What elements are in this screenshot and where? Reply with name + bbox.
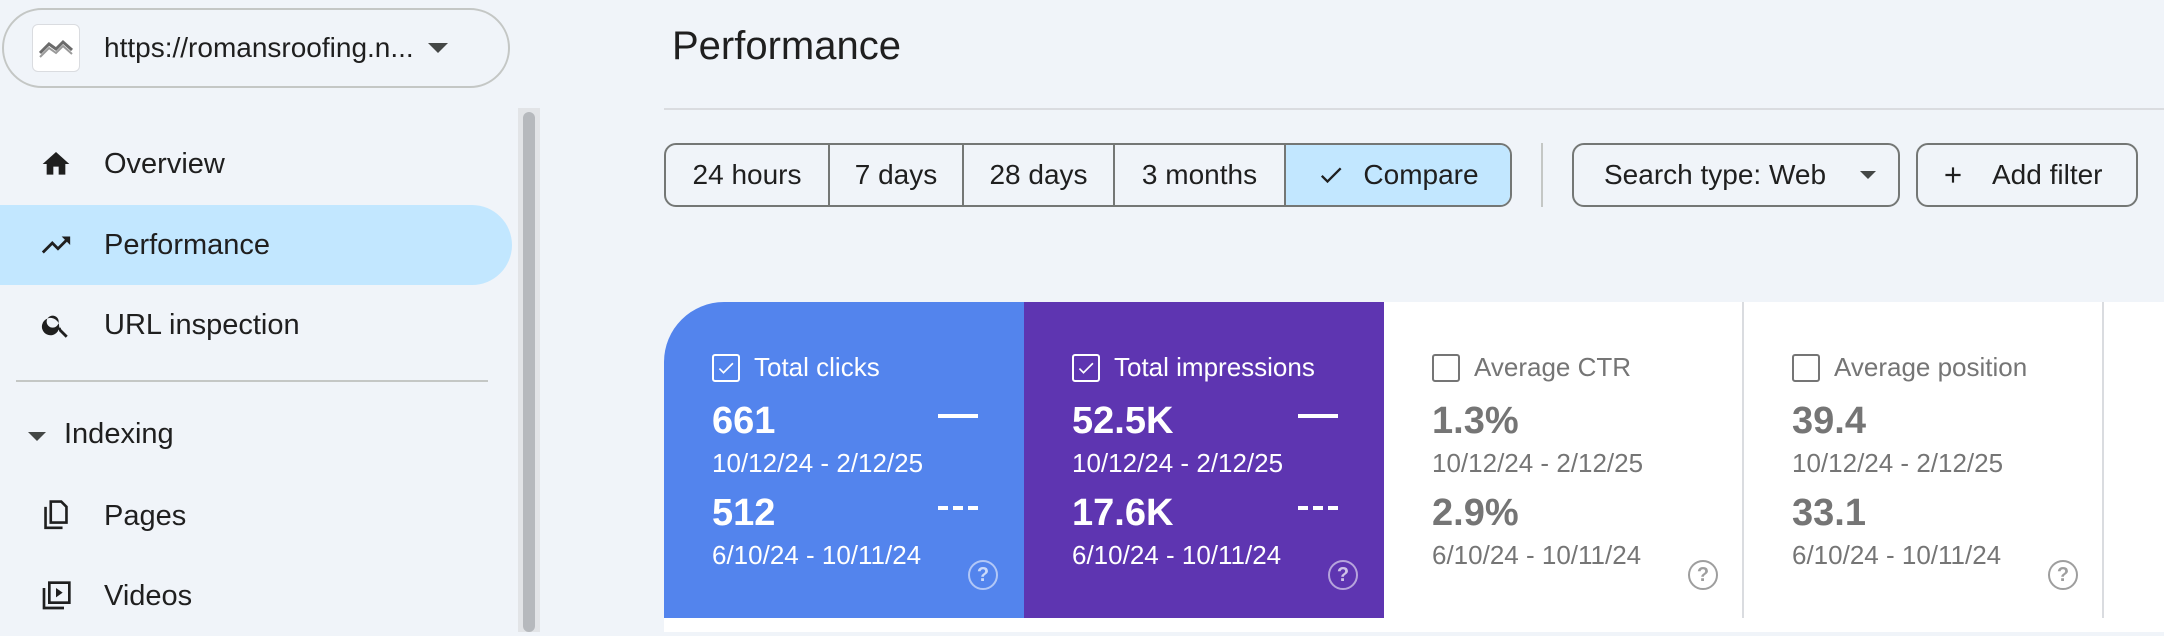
caret-down-icon xyxy=(28,432,46,441)
property-url: https://romansroofing.n... xyxy=(104,32,414,63)
checkbox-checked-icon[interactable] xyxy=(1072,354,1100,382)
date-range-24-hours[interactable]: 24 hours xyxy=(666,145,830,205)
section-label: Indexing xyxy=(64,418,174,450)
add-filter-button[interactable]: Add filter xyxy=(1916,143,2138,207)
checkbox-unchecked-icon[interactable] xyxy=(1792,354,1820,382)
metric-current-range: 10/12/24 - 2/12/25 xyxy=(1432,448,1644,478)
plus-icon xyxy=(1940,162,1966,188)
help-icon[interactable]: ? xyxy=(968,560,998,590)
sidebar-item-url-inspection[interactable]: URL inspection xyxy=(0,285,512,365)
metric-card-average-position[interactable]: Average position 39.4 10/12/24 - 2/12/25… xyxy=(1744,302,2104,618)
sidebar-item-label: URL inspection xyxy=(104,308,300,341)
sidebar-item-performance[interactable]: Performance xyxy=(0,205,512,285)
search-type-dropdown[interactable]: Search type: Web xyxy=(1572,143,1900,207)
metric-previous-range: 6/10/24 - 10/11/24 xyxy=(712,540,922,570)
legend-solid-line-icon xyxy=(1298,414,1338,418)
help-icon[interactable]: ? xyxy=(1328,560,1358,590)
date-range-7-days[interactable]: 7 days xyxy=(830,145,964,205)
metric-previous-value: 512 xyxy=(712,492,776,534)
video-icon xyxy=(38,578,74,614)
help-icon[interactable]: ? xyxy=(1688,560,1718,590)
metric-card-total-impressions[interactable]: Total impressions 52.5K 10/12/24 - 2/12/… xyxy=(1024,302,1384,618)
metric-current-value: 52.5K xyxy=(1072,400,1174,442)
date-range-3-months[interactable]: 3 months xyxy=(1115,145,1286,205)
date-range-selector: 24 hours 7 days 28 days 3 months Compare xyxy=(664,143,1512,207)
sidebar-item-label: Pages xyxy=(104,499,187,532)
metric-card-total-clicks[interactable]: Total clicks 661 10/12/24 - 2/12/25 512 … xyxy=(664,302,1024,618)
legend-dashed-line-icon xyxy=(938,506,978,510)
roof-icon xyxy=(32,24,80,72)
metric-previous-range: 6/10/24 - 10/11/24 xyxy=(1792,540,2002,570)
header-divider xyxy=(664,108,2164,110)
metric-previous-value: 2.9% xyxy=(1432,492,1519,534)
add-filter-label: Add filter xyxy=(1992,159,2103,190)
page-title: Performance xyxy=(672,24,901,68)
sidebar-item-overview[interactable]: Overview xyxy=(0,124,512,204)
sidebar-divider xyxy=(16,380,488,382)
pages-icon xyxy=(38,498,74,534)
checkbox-checked-icon[interactable] xyxy=(712,354,740,382)
trending-up-icon xyxy=(38,227,74,263)
property-selector[interactable]: https://romansroofing.n... xyxy=(2,8,510,88)
metric-current-range: 10/12/24 - 2/12/25 xyxy=(1792,448,2004,478)
metric-current-range: 10/12/24 - 2/12/25 xyxy=(712,448,924,478)
metric-label: Average CTR xyxy=(1474,352,1632,382)
metric-label: Total clicks xyxy=(754,352,880,382)
metric-previous-value: 33.1 xyxy=(1792,492,1866,534)
sidebar-item-label: Performance xyxy=(104,228,271,261)
legend-solid-line-icon xyxy=(938,414,978,418)
toolbar-divider xyxy=(1541,143,1543,207)
metric-current-range: 10/12/24 - 2/12/25 xyxy=(1072,448,1284,478)
metric-current-value: 661 xyxy=(712,400,776,442)
home-icon xyxy=(38,146,74,182)
metric-previous-value: 17.6K xyxy=(1072,492,1174,534)
date-range-28-days[interactable]: 28 days xyxy=(964,145,1115,205)
metric-current-value: 39.4 xyxy=(1792,400,1866,442)
chevron-down-icon xyxy=(427,43,448,53)
legend-dashed-line-icon xyxy=(1298,506,1338,510)
sidebar-item-videos[interactable]: Videos xyxy=(0,556,512,636)
date-range-compare[interactable]: Compare xyxy=(1286,145,1510,205)
metric-previous-range: 6/10/24 - 10/11/24 xyxy=(1072,540,1282,570)
metric-label: Average position xyxy=(1834,352,2028,382)
metric-label: Total impressions xyxy=(1114,352,1315,382)
sidebar-item-label: Overview xyxy=(104,147,225,180)
check-icon xyxy=(1317,161,1345,189)
help-icon[interactable]: ? xyxy=(2048,560,2078,590)
search-type-label: Search type: Web xyxy=(1604,159,1827,190)
metric-current-value: 1.3% xyxy=(1432,400,1519,442)
metric-cards: Total clicks 661 10/12/24 - 2/12/25 512 … xyxy=(664,302,2164,632)
metric-card-average-ctr[interactable]: Average CTR 1.3% 10/12/24 - 2/12/25 2.9%… xyxy=(1384,302,1744,618)
sidebar-scroll-thumb[interactable] xyxy=(523,112,535,632)
sidebar-section-indexing[interactable]: Indexing xyxy=(0,396,512,476)
caret-down-icon xyxy=(1860,171,1877,179)
sidebar-item-pages[interactable]: Pages xyxy=(0,476,512,556)
sidebar-item-label: Videos xyxy=(104,579,193,612)
search-icon xyxy=(38,307,74,343)
checkbox-unchecked-icon[interactable] xyxy=(1432,354,1460,382)
metric-previous-range: 6/10/24 - 10/11/24 xyxy=(1432,540,1642,570)
